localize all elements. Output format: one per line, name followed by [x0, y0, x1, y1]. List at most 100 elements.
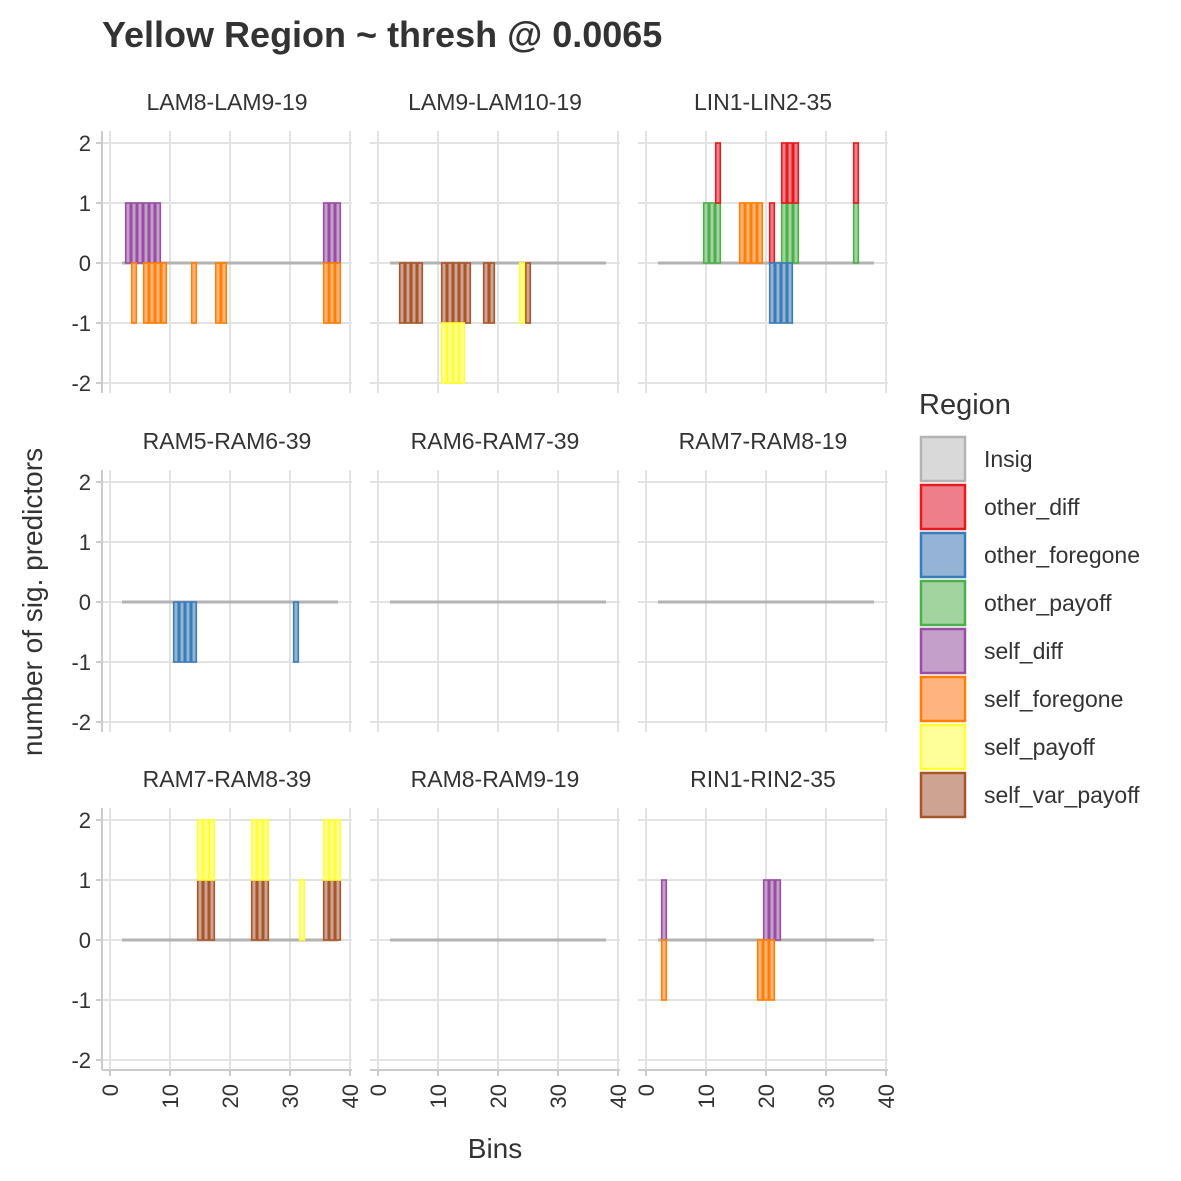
legend-label-other-payoff: other_payoff [984, 590, 1112, 616]
bars [702, 142, 860, 324]
bar-self-diff [322, 202, 330, 264]
bar-self-payoff [202, 819, 210, 881]
x-tick-label: 30 [814, 1084, 839, 1108]
facet-strip-label: RAM7-RAM8-19 [679, 428, 848, 454]
facet-strip-label: LAM8-LAM9-19 [146, 89, 307, 115]
facet-ram5-ram6-39: RAM5-RAM6-39 -2 -1 0 1 2 [71, 428, 352, 735]
bar-self-var-payoff [256, 879, 264, 941]
y-tick-label: 2 [79, 808, 91, 833]
bar-self-var-payoff [446, 262, 454, 324]
bar-self-var-payoff [464, 262, 472, 324]
bar-other-foregone [292, 601, 300, 663]
x-tick-label: 40 [874, 1084, 899, 1108]
bar-self-foregone [142, 262, 150, 324]
legend-label-self-diff: self_diff [984, 638, 1063, 664]
bar-self-var-payoff [404, 262, 412, 324]
x-tick-label: 20 [754, 1084, 779, 1108]
bar-self-payoff [322, 819, 330, 881]
bar-self-foregone [660, 939, 668, 1001]
x-tick-label: 10 [158, 1084, 183, 1108]
legend-swatch-self-payoff [919, 723, 967, 771]
bar-self-var-payoff [262, 879, 270, 941]
bar-self-diff [334, 202, 342, 264]
legend-swatch-self-foregone [919, 675, 967, 723]
bar-self-diff [328, 202, 336, 264]
bar-self-var-payoff [250, 879, 258, 941]
bar-self-var-payoff [202, 879, 210, 941]
bar-other-payoff [852, 202, 860, 264]
bar-self-diff [142, 202, 150, 264]
y-tick-label: 1 [79, 530, 91, 555]
facet-strip-label: LAM9-LAM10-19 [408, 89, 582, 115]
y-tick-label: 0 [79, 590, 91, 615]
bar-other-foregone [172, 601, 180, 663]
bars [172, 601, 300, 663]
y-tick-label: 0 [79, 928, 91, 953]
bar-self-foregone [738, 202, 746, 264]
bar-self-payoff [446, 322, 454, 384]
y-tick-label: -1 [71, 311, 91, 336]
x-tick-label: 0 [98, 1084, 123, 1096]
bar-self-var-payoff [410, 262, 418, 324]
facet-panels: LAM8-LAM9-19 -2 -1 0 1 2 LAM9-LAM10-19 LIN1-LIN… [71, 89, 899, 1108]
bars [196, 819, 342, 941]
bar-self-foregone [154, 262, 162, 324]
bars [660, 879, 782, 1001]
bar-other-diff [780, 142, 788, 204]
bar-other-payoff [708, 202, 716, 264]
x-tick-label: 20 [486, 1084, 511, 1108]
bar-self-foregone [322, 262, 330, 324]
facet-ram8-ram9-19: RAM8-RAM9-19 0 10 20 30 40 [366, 766, 631, 1108]
bar-self-diff [762, 879, 770, 941]
y-tick-label: -1 [71, 650, 91, 675]
bar-other-payoff [786, 202, 794, 264]
x-axis-title: Bins [468, 1133, 522, 1164]
bar-other-foregone [780, 262, 788, 324]
bar-other-foregone [190, 601, 198, 663]
bar-self-diff [660, 879, 668, 941]
bar-other-payoff [780, 202, 788, 264]
legend-label-other-foregone: other_foregone [984, 542, 1140, 568]
bar-other-diff [786, 142, 794, 204]
y-tick-label: 2 [79, 470, 91, 495]
bar-self-var-payoff [328, 879, 336, 941]
legend-label-self-var-payoff: self_var_payoff [984, 782, 1140, 808]
bar-other-diff [792, 142, 800, 204]
bar-self-var-payoff [322, 879, 330, 941]
bar-self-var-payoff [196, 879, 204, 941]
y-tick-label: 1 [79, 868, 91, 893]
bar-self-foregone [190, 262, 198, 324]
bars [124, 202, 342, 324]
bar-self-diff [136, 202, 144, 264]
y-tick-label: -2 [71, 710, 91, 735]
facet-ram7-ram8-19: RAM7-RAM8-19 [638, 428, 888, 732]
y-tick-label: 2 [79, 131, 91, 156]
bar-self-var-payoff [458, 262, 466, 324]
bar-self-payoff [298, 879, 306, 941]
bar-self-diff [148, 202, 156, 264]
y-axis-title: number of sig. predictors [17, 448, 48, 756]
y-tick-label: -2 [71, 1048, 91, 1073]
bar-self-var-payoff [416, 262, 424, 324]
bar-self-var-payoff [488, 262, 496, 324]
facet-lam8-lam9-19: LAM8-LAM9-19 -2 -1 0 1 2 [71, 89, 352, 396]
x-tick-label: 40 [606, 1084, 631, 1108]
x-tick-label: 10 [426, 1084, 451, 1108]
bar-self-payoff [250, 819, 258, 881]
bar-other-foregone [774, 262, 782, 324]
legend-swatch-self-var-payoff [919, 771, 967, 819]
bar-self-foregone [328, 262, 336, 324]
bar-self-foregone [214, 262, 222, 324]
bar-self-var-payoff [334, 879, 342, 941]
bar-self-payoff [458, 322, 466, 384]
bar-other-payoff [714, 202, 722, 264]
bar-self-payoff [256, 819, 264, 881]
bar-other-foregone [178, 601, 186, 663]
bar-self-payoff [196, 819, 204, 881]
x-tick-label: 30 [546, 1084, 571, 1108]
legend-swatch-insig [919, 435, 967, 483]
bar-self-var-payoff [398, 262, 406, 324]
x-tick-label: 0 [634, 1084, 659, 1096]
